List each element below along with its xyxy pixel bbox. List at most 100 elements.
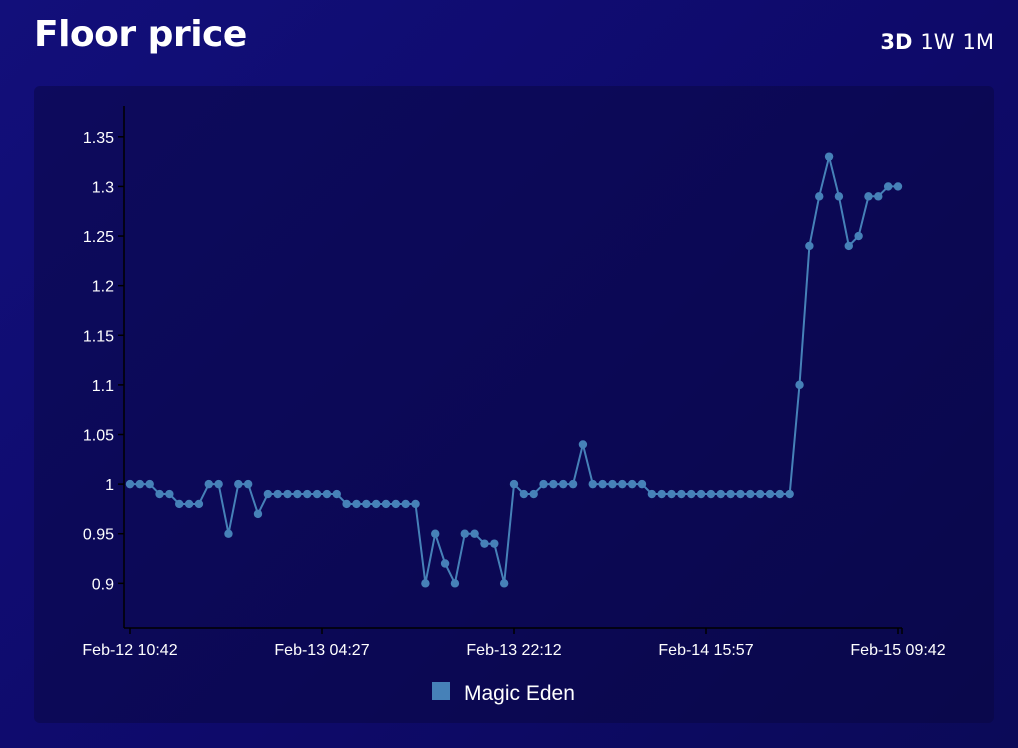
- y-tick-label: 1.35: [83, 130, 114, 147]
- data-point: [175, 499, 184, 509]
- x-tick-label: Feb-15 09:42: [850, 642, 945, 659]
- data-point: [480, 539, 489, 548]
- data-point: [677, 489, 686, 499]
- data-point: [381, 499, 391, 509]
- data-point: [883, 182, 893, 191]
- y-tick-label: 0.9: [92, 576, 114, 593]
- data-point: [726, 489, 735, 499]
- page-title: Floor price: [34, 14, 247, 55]
- data-point: [706, 489, 716, 499]
- data-point: [568, 479, 578, 489]
- data-point: [805, 241, 814, 251]
- data-point: [450, 579, 460, 588]
- legend-label: Magic Eden: [464, 682, 575, 705]
- data-point: [155, 489, 164, 499]
- data-point: [755, 489, 765, 499]
- data-point: [529, 489, 538, 499]
- y-tick-label: 1.3: [92, 179, 114, 196]
- data-point: [283, 489, 292, 499]
- data-point: [588, 479, 597, 489]
- data-point: [815, 192, 824, 201]
- data-point: [647, 489, 657, 499]
- range-1w-tab[interactable]: 1W: [920, 30, 955, 54]
- data-point: [135, 479, 145, 489]
- data-point: [293, 489, 302, 499]
- data-point: [539, 479, 548, 489]
- legend-swatch: [432, 682, 450, 700]
- data-point: [204, 479, 213, 489]
- range-1m-tab[interactable]: 1M: [962, 30, 994, 54]
- data-point: [401, 499, 410, 509]
- data-point: [844, 241, 853, 251]
- data-point: [578, 440, 588, 449]
- y-tick-label: 1.05: [83, 428, 114, 445]
- data-point: [687, 489, 696, 499]
- data-point: [431, 529, 440, 538]
- data-point: [657, 489, 666, 499]
- data-point: [165, 489, 174, 499]
- data-point: [332, 489, 341, 499]
- data-point: [194, 499, 204, 509]
- data-point: [440, 559, 450, 568]
- x-tick-label: Feb-14 15:57: [658, 642, 753, 659]
- x-tick-label: Feb-13 22:12: [466, 642, 561, 659]
- y-tick-label: 1.25: [83, 229, 114, 246]
- data-point: [824, 152, 834, 161]
- y-tick-label: 1.15: [83, 328, 114, 345]
- data-point: [519, 489, 529, 499]
- data-point: [342, 499, 351, 509]
- data-point: [470, 529, 479, 538]
- data-point: [421, 579, 430, 588]
- chart-panel: 0.9 0.95 1 1.05 1.1 1.15 1.2 1.25 1.3 1.35 Feb-12…: [34, 86, 994, 723]
- data-point: [499, 579, 509, 588]
- time-range-tabs: 3D 1W 1M: [880, 30, 994, 54]
- legend[interactable]: Magic Eden: [432, 682, 575, 705]
- data-point: [696, 489, 706, 499]
- data-point: [627, 479, 637, 489]
- data-point: [608, 479, 617, 489]
- data-point: [362, 499, 371, 509]
- data-point: [864, 192, 873, 201]
- y-tick-label: 1: [105, 477, 114, 494]
- data-point: [559, 479, 568, 489]
- data-point: [125, 479, 135, 489]
- data-point: [322, 489, 332, 499]
- series-magic-eden: [125, 152, 903, 588]
- y-tick-label: 0.95: [83, 527, 114, 544]
- x-tick-label: Feb-12 10:42: [82, 642, 177, 659]
- x-axis: Feb-12 10:42 Feb-13 04:27 Feb-13 22:12 Feb-…: [82, 627, 946, 659]
- data-point: [214, 479, 223, 489]
- data-point: [667, 489, 676, 499]
- data-point: [637, 479, 647, 489]
- data-point: [490, 539, 499, 548]
- data-point: [224, 529, 233, 538]
- data-point: [765, 489, 775, 499]
- data-point: [874, 192, 883, 201]
- series-line: [130, 156, 898, 587]
- y-tick-label: 1.2: [92, 279, 114, 296]
- data-point: [618, 479, 627, 489]
- data-point: [253, 509, 263, 519]
- data-point: [234, 479, 243, 489]
- data-point: [352, 499, 361, 509]
- data-point: [312, 489, 322, 499]
- data-point: [263, 489, 273, 499]
- range-3d-tab[interactable]: 3D: [880, 30, 913, 54]
- data-point: [716, 489, 725, 499]
- data-point: [834, 192, 844, 201]
- data-point: [184, 499, 194, 509]
- data-point: [549, 479, 558, 489]
- data-point: [746, 489, 755, 499]
- data-point: [303, 489, 312, 499]
- floor-price-chart: 0.9 0.95 1 1.05 1.1 1.15 1.2 1.25 1.3 1.35 Feb-12…: [82, 106, 946, 705]
- data-point: [785, 489, 794, 499]
- data-point: [854, 231, 863, 241]
- data-point: [736, 489, 745, 499]
- data-point: [893, 182, 903, 191]
- y-axis: 0.9 0.95 1 1.05 1.1 1.15 1.2 1.25 1.3 1.35: [83, 106, 125, 628]
- data-point: [371, 499, 381, 509]
- data-point: [795, 380, 804, 390]
- data-point: [775, 489, 785, 499]
- data-point: [243, 479, 253, 489]
- data-point: [145, 479, 154, 489]
